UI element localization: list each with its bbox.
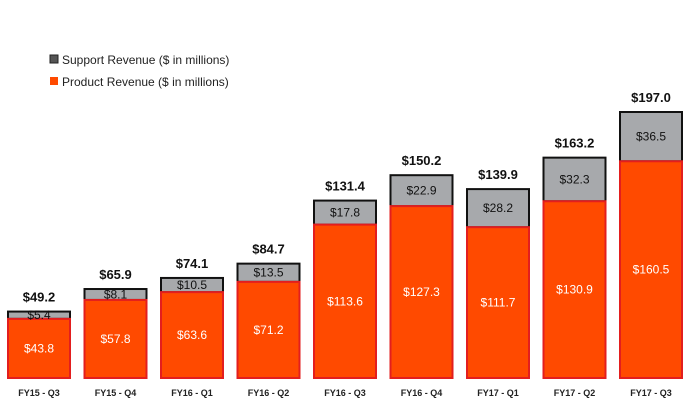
support-value-label: $8.1 (104, 287, 128, 301)
x-tick-label: FY16 - Q4 (401, 388, 443, 398)
x-tick-label: FY16 - Q1 (171, 388, 213, 398)
x-tick-label: FY15 - Q4 (95, 388, 137, 398)
product-value-label: $113.6 (327, 294, 363, 308)
legend-label-product: Product Revenue ($ in millions) (62, 75, 229, 89)
bar-product (236, 280, 301, 380)
support-value-label: $32.3 (559, 172, 589, 186)
bar-product (466, 226, 530, 379)
x-tick-label: FY16 - Q3 (324, 388, 366, 398)
total-value-label: $84.7 (252, 242, 285, 257)
bar-product (7, 317, 71, 380)
product-value-label: $57.8 (100, 332, 130, 346)
bars: $5.4 $43.8 $49.2 $8.1 $57.8 $65.9 $10.5 $63.6 $7… (7, 90, 683, 380)
product-value-label: $127.3 (403, 285, 440, 299)
support-value-label: $28.2 (483, 201, 513, 215)
support-value-label: $22.9 (406, 184, 436, 198)
x-tick-label: FY16 - Q2 (248, 388, 290, 398)
total-value-label: $150.2 (402, 153, 442, 168)
total-value-label: $163.2 (555, 136, 595, 151)
product-value-label: $160.5 (633, 263, 670, 277)
bar-product (542, 200, 607, 379)
legend-swatch-support (49, 54, 59, 64)
legend-label-support: Support Revenue ($ in millions) (62, 53, 229, 67)
x-tick-label: FY15 - Q3 (18, 388, 60, 398)
product-value-label: $43.8 (24, 341, 54, 355)
product-value-label: $130.9 (556, 283, 593, 297)
total-value-label: $49.2 (23, 290, 56, 305)
support-value-label: $17.8 (330, 206, 360, 220)
legend: Support Revenue ($ in millions) Product … (49, 53, 229, 89)
total-value-label: $74.1 (176, 256, 209, 271)
bar-product (160, 291, 224, 380)
legend-swatch-product (50, 77, 58, 85)
product-value-label: $111.7 (481, 296, 516, 310)
bar-product (83, 298, 148, 379)
x-tick-label: FY17 - Q1 (477, 388, 519, 398)
bar-support (466, 188, 530, 229)
total-value-label: $197.0 (631, 90, 671, 105)
support-value-label: $5.4 (27, 308, 51, 322)
x-axis-ticks: FY15 - Q3 FY15 - Q4 FY16 - Q1 FY16 - Q2 FY16… (18, 388, 672, 398)
support-value-label: $10.5 (177, 278, 207, 292)
product-value-label: $63.6 (177, 328, 207, 342)
total-value-label: $139.9 (478, 167, 518, 182)
bar-product (619, 160, 683, 379)
x-tick-label: FY17 - Q3 (630, 388, 672, 398)
total-value-label: $65.9 (99, 267, 132, 282)
product-value-label: $71.2 (253, 323, 283, 337)
support-value-label: $36.5 (636, 130, 666, 144)
support-value-label: $13.5 (253, 266, 283, 280)
total-value-label: $131.4 (325, 179, 366, 194)
x-tick-label: FY17 - Q2 (554, 388, 596, 398)
bar-product (389, 205, 454, 379)
bar-product (313, 223, 377, 379)
bar-support (619, 111, 683, 163)
